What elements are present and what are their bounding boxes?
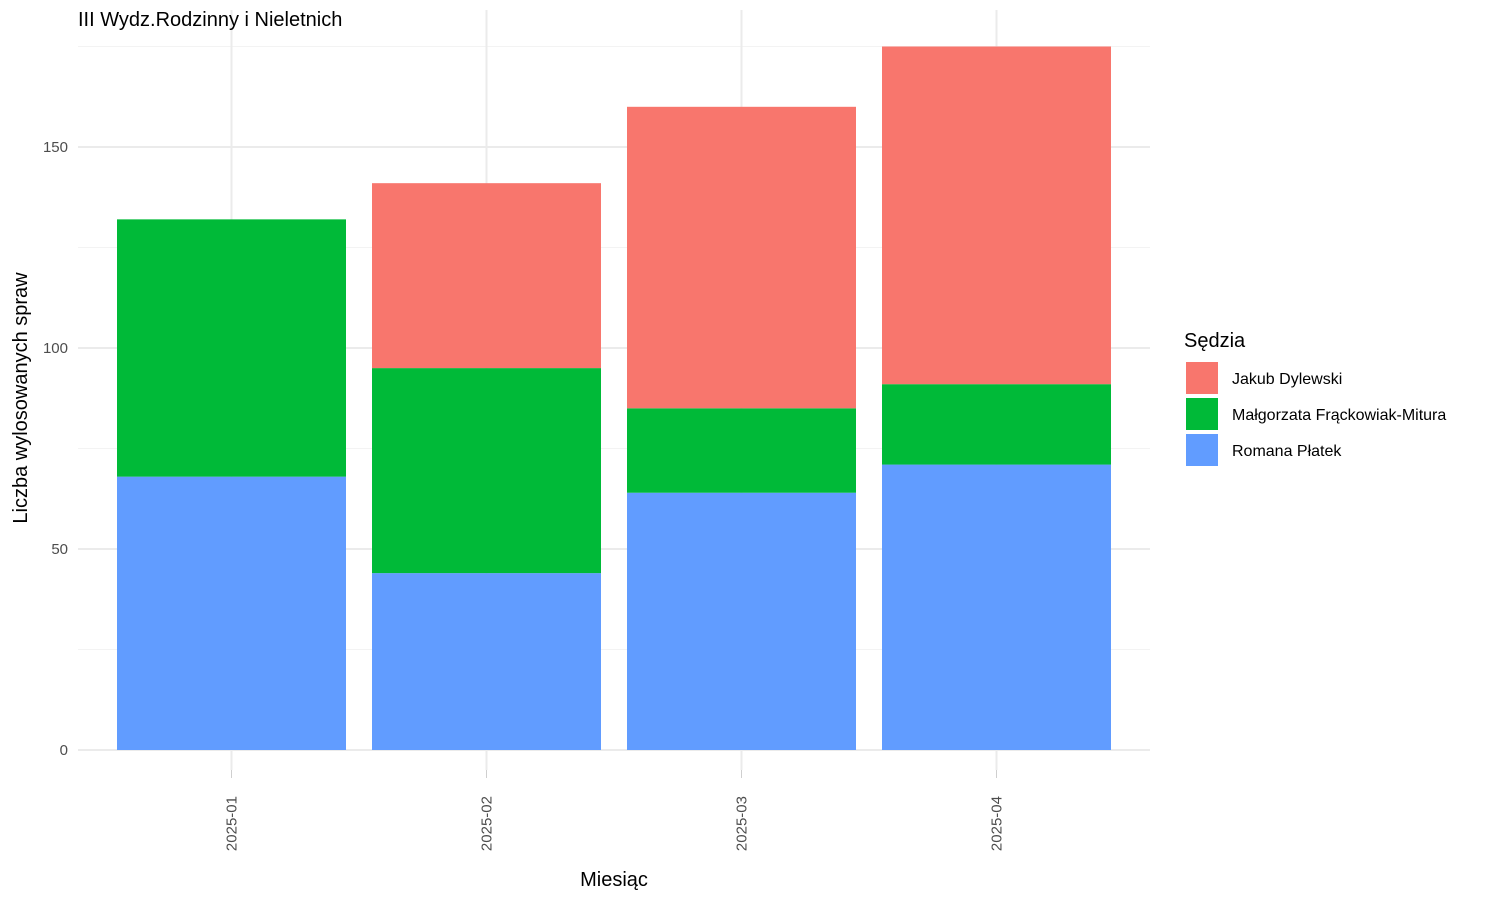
legend-label: Romana Płatek	[1232, 443, 1342, 460]
bar-segment	[882, 464, 1111, 750]
y-tick-label: 100	[43, 340, 68, 357]
bar-segment	[117, 219, 346, 477]
bar-segment	[372, 573, 601, 750]
bar-segment	[882, 384, 1111, 465]
bar-segment	[117, 476, 346, 750]
x-axis-ticks: 2025-01 2025-02 2025-03 2025-04	[224, 770, 1006, 851]
x-tick-label: 2025-03	[734, 796, 751, 851]
bar-segment	[627, 408, 856, 493]
bars	[117, 46, 1111, 750]
legend-key	[1186, 398, 1218, 430]
legend-key	[1186, 434, 1218, 466]
bar-segment	[372, 368, 601, 574]
bar-segment	[627, 106, 856, 409]
x-tick-label: 2025-01	[224, 796, 241, 851]
y-tick-label: 50	[51, 541, 68, 558]
y-tick-label: 0	[60, 742, 68, 759]
legend-key	[1186, 362, 1218, 394]
legend-label: Małgorzata Frąckowiak-Mitura	[1232, 407, 1446, 424]
x-tick-label: 2025-02	[479, 796, 496, 851]
x-axis-title: Miesiąc	[580, 869, 648, 891]
bar-segment	[627, 492, 856, 750]
bar-segment	[372, 183, 601, 369]
y-axis-ticks: 0 50 100 150	[43, 139, 68, 759]
y-tick-label: 150	[43, 139, 68, 156]
legend-label: Jakub Dylewski	[1232, 371, 1342, 388]
chart-title: III Wydz.Rodzinny i Nieletnich	[78, 9, 342, 31]
legend: Sędzia Jakub Dylewski Małgorzata Frąckowi…	[1184, 330, 1446, 466]
x-tick-label: 2025-04	[989, 796, 1006, 851]
y-axis-title: Liczba wylosowanych spraw	[10, 272, 32, 524]
legend-title: Sędzia	[1184, 330, 1246, 352]
bar-segment	[882, 46, 1111, 385]
